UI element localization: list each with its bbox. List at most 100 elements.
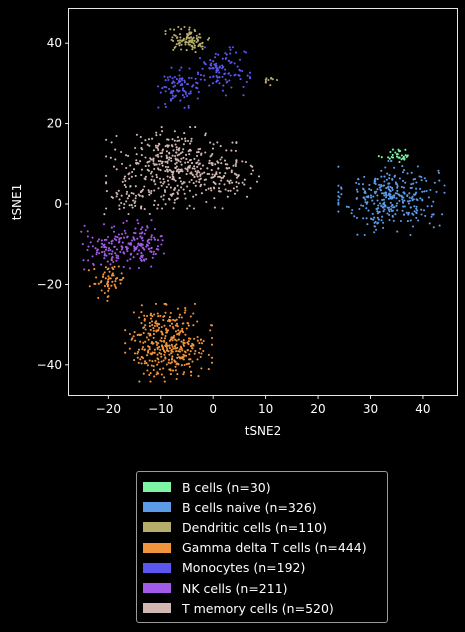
scatter-point bbox=[255, 180, 259, 183]
scatter-point bbox=[165, 185, 168, 189]
scatter-point bbox=[179, 357, 182, 360]
scatter-point bbox=[143, 314, 146, 317]
scatter-point bbox=[143, 348, 146, 351]
legend-swatch bbox=[143, 583, 171, 594]
scatter-point bbox=[153, 180, 156, 183]
scatter-point bbox=[415, 212, 418, 215]
scatter-point bbox=[225, 56, 228, 60]
scatter-point bbox=[125, 219, 128, 222]
scatter-point bbox=[185, 363, 188, 366]
scatter-point bbox=[189, 158, 192, 161]
scatter-point bbox=[390, 159, 393, 163]
scatter-point bbox=[159, 348, 162, 351]
scatter-point bbox=[383, 208, 386, 211]
scatter-point bbox=[185, 153, 188, 156]
scatter-point bbox=[174, 369, 177, 372]
scatter-point bbox=[181, 83, 184, 86]
scatter-point bbox=[234, 149, 237, 152]
scatter-point bbox=[169, 157, 173, 160]
scatter-point bbox=[233, 192, 237, 195]
scatter-point bbox=[235, 159, 238, 162]
scatter-point bbox=[236, 65, 239, 68]
scatter-point bbox=[122, 236, 126, 239]
scatter-point bbox=[137, 249, 141, 252]
scatter-point bbox=[129, 243, 133, 246]
scatter-point bbox=[173, 359, 176, 363]
scatter-point bbox=[100, 246, 103, 249]
scatter-point bbox=[95, 276, 98, 279]
scatter-point bbox=[173, 139, 176, 142]
scatter-point bbox=[148, 193, 151, 196]
x-tick-label: −20 bbox=[96, 402, 121, 416]
scatter-point bbox=[87, 269, 90, 272]
scatter-point bbox=[220, 162, 223, 165]
scatter-point bbox=[133, 352, 137, 355]
scatter-point bbox=[179, 39, 182, 42]
scatter-point bbox=[224, 68, 227, 71]
scatter-point bbox=[396, 202, 399, 205]
scatter-point bbox=[199, 36, 202, 39]
scatter-point bbox=[208, 37, 211, 40]
x-tick-label: 40 bbox=[415, 402, 430, 416]
scatter-point bbox=[137, 361, 140, 364]
series-points bbox=[157, 46, 252, 109]
scatter-point bbox=[198, 171, 201, 174]
scatter-point bbox=[168, 152, 171, 155]
scatter-point bbox=[227, 59, 230, 62]
scatter-point bbox=[224, 78, 227, 81]
scatter-point bbox=[199, 177, 202, 180]
scatter-point bbox=[197, 36, 200, 39]
y-tick-label: 20 bbox=[47, 117, 62, 131]
scatter-point bbox=[401, 179, 405, 182]
scatter-point bbox=[210, 356, 214, 359]
scatter-point bbox=[160, 330, 163, 333]
scatter-point bbox=[122, 221, 125, 224]
scatter-point bbox=[164, 344, 167, 348]
scatter-point bbox=[378, 202, 382, 205]
scatter-point bbox=[191, 347, 194, 350]
scatter-point bbox=[409, 219, 412, 222]
scatter-point bbox=[192, 207, 196, 210]
scatter-point bbox=[235, 185, 238, 188]
scatter-point bbox=[173, 81, 176, 84]
scatter-point bbox=[130, 338, 133, 341]
scatter-point bbox=[376, 216, 379, 219]
scatter-point bbox=[198, 33, 201, 36]
scatter-point bbox=[157, 155, 160, 158]
scatter-point bbox=[195, 81, 198, 84]
scatter-point bbox=[163, 376, 166, 379]
scatter-point bbox=[169, 338, 173, 341]
scatter-point bbox=[94, 247, 97, 250]
scatter-point bbox=[244, 161, 247, 164]
scatter-point bbox=[243, 178, 246, 181]
scatter-point bbox=[196, 97, 199, 100]
scatter-point bbox=[156, 324, 159, 328]
scatter-point bbox=[136, 352, 139, 355]
scatter-point bbox=[171, 145, 174, 148]
scatter-point bbox=[110, 141, 113, 144]
scatter-point bbox=[164, 160, 167, 163]
scatter-point bbox=[164, 311, 167, 314]
scatter-point bbox=[150, 238, 153, 241]
scatter-point bbox=[246, 74, 249, 77]
scatter-point bbox=[181, 170, 184, 173]
scatter-point bbox=[184, 91, 187, 94]
scatter-point bbox=[216, 79, 219, 82]
scatter-point bbox=[147, 247, 151, 251]
scatter-point bbox=[175, 339, 178, 342]
scatter-point bbox=[376, 178, 379, 181]
scatter-point bbox=[391, 156, 395, 159]
scatter-point bbox=[168, 339, 172, 342]
scatter-point bbox=[190, 344, 193, 347]
scatter-point bbox=[358, 207, 361, 211]
scatter-point bbox=[160, 184, 163, 187]
scatter-point bbox=[251, 165, 254, 168]
scatter-point bbox=[147, 350, 150, 353]
scatter-point bbox=[140, 141, 143, 145]
scatter-point bbox=[110, 242, 113, 245]
scatter-point bbox=[138, 380, 141, 383]
scatter-point bbox=[183, 96, 186, 99]
scatter-point bbox=[134, 146, 137, 150]
scatter-point bbox=[190, 31, 193, 34]
scatter-point bbox=[189, 350, 192, 353]
